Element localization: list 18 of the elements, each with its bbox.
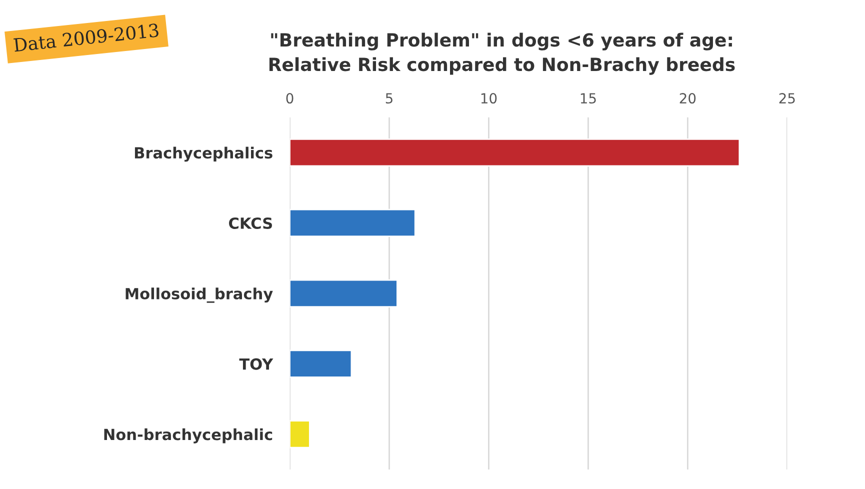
- x-tick-label: 5: [386, 93, 392, 104]
- bar: [290, 420, 310, 448]
- x-tick-label: 25: [779, 93, 795, 104]
- y-tick-label: TOY: [239, 358, 274, 370]
- y-tick-label: Brachycephalics: [134, 146, 272, 162]
- y-tick-label: Non-brachycephalic: [104, 428, 272, 444]
- chart-title: "Breathing Problem" in dogs <6 years of age: Relative Risk compared to Non-Brachy breeds: [269, 32, 735, 75]
- y-tick-label: Mollosoid_brachy: [126, 288, 273, 303]
- x-tick-label: 0: [286, 93, 294, 104]
- bar: [290, 350, 352, 378]
- bar: [290, 138, 740, 167]
- x-tick-label: 15: [580, 93, 596, 104]
- text: Data 2009-2013: [14, 23, 159, 52]
- y-tick-label: CKCS: [229, 217, 272, 230]
- x-tick-label: 20: [680, 93, 696, 104]
- x-tick-label: 10: [481, 93, 497, 104]
- bar: [290, 208, 416, 238]
- bar: [290, 279, 398, 308]
